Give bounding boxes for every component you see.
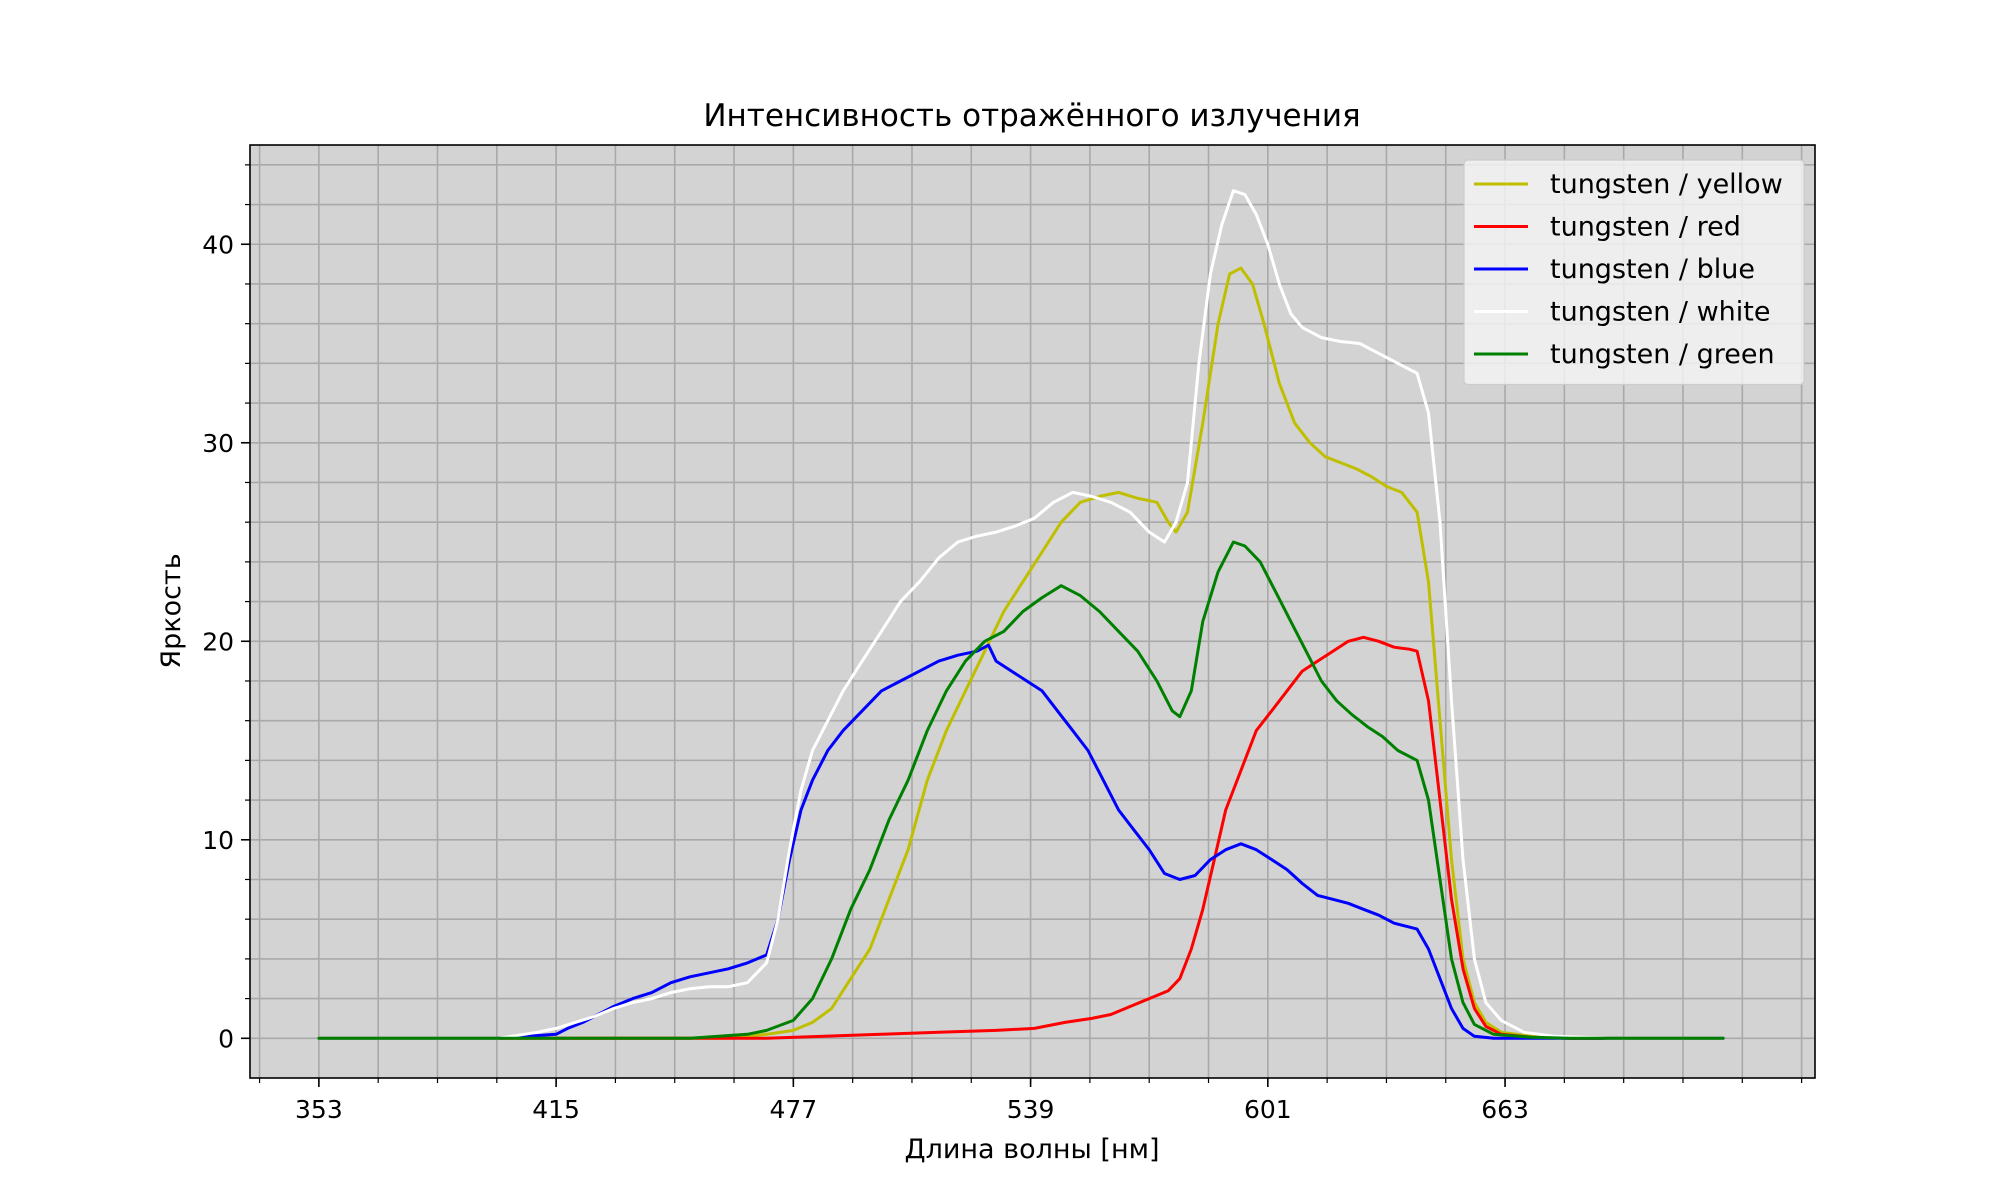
series-line: [317, 266, 1725, 1040]
x-tick-label: 353: [295, 1095, 343, 1124]
x-axis-label: Длина волны [нм]: [904, 1134, 1159, 1165]
series-line: [317, 540, 1725, 1040]
grid: [250, 145, 1815, 1078]
plot-frame: [249, 144, 1816, 1079]
legend-label: tungsten / white: [1550, 297, 1770, 328]
legend-label: tungsten / blue: [1550, 254, 1755, 285]
y-tick-label: 20: [202, 627, 234, 656]
legend-label: tungsten / yellow: [1550, 169, 1783, 200]
y-tick-label: 0: [218, 1024, 234, 1053]
series-line: [317, 643, 1725, 1040]
y-axis-label: Яркость: [156, 553, 187, 668]
legend: tungsten / yellow tungsten / red tungsten …: [1463, 159, 1805, 386]
y-tick-label: 10: [202, 826, 234, 855]
axis-ticks: 353 415 477 539 601 663 0 10 20 30 40: [202, 164, 1803, 1124]
y-tick-label: 30: [202, 429, 234, 458]
series-line: [317, 635, 1725, 1040]
x-tick-label: 539: [1007, 1095, 1055, 1124]
x-tick-label: 601: [1244, 1095, 1292, 1124]
chart-title: Интенсивность отражённого излучения: [703, 98, 1360, 134]
x-tick-label: 663: [1481, 1095, 1529, 1124]
y-tick-label: 40: [202, 230, 234, 259]
legend-label: tungsten / red: [1550, 212, 1741, 243]
x-tick-label: 477: [769, 1095, 817, 1124]
series-line: [317, 189, 1725, 1040]
legend-label: tungsten / green: [1550, 339, 1775, 370]
series-lines: [317, 189, 1725, 1040]
x-tick-label: 415: [532, 1095, 580, 1124]
legend-box: [1463, 159, 1805, 386]
